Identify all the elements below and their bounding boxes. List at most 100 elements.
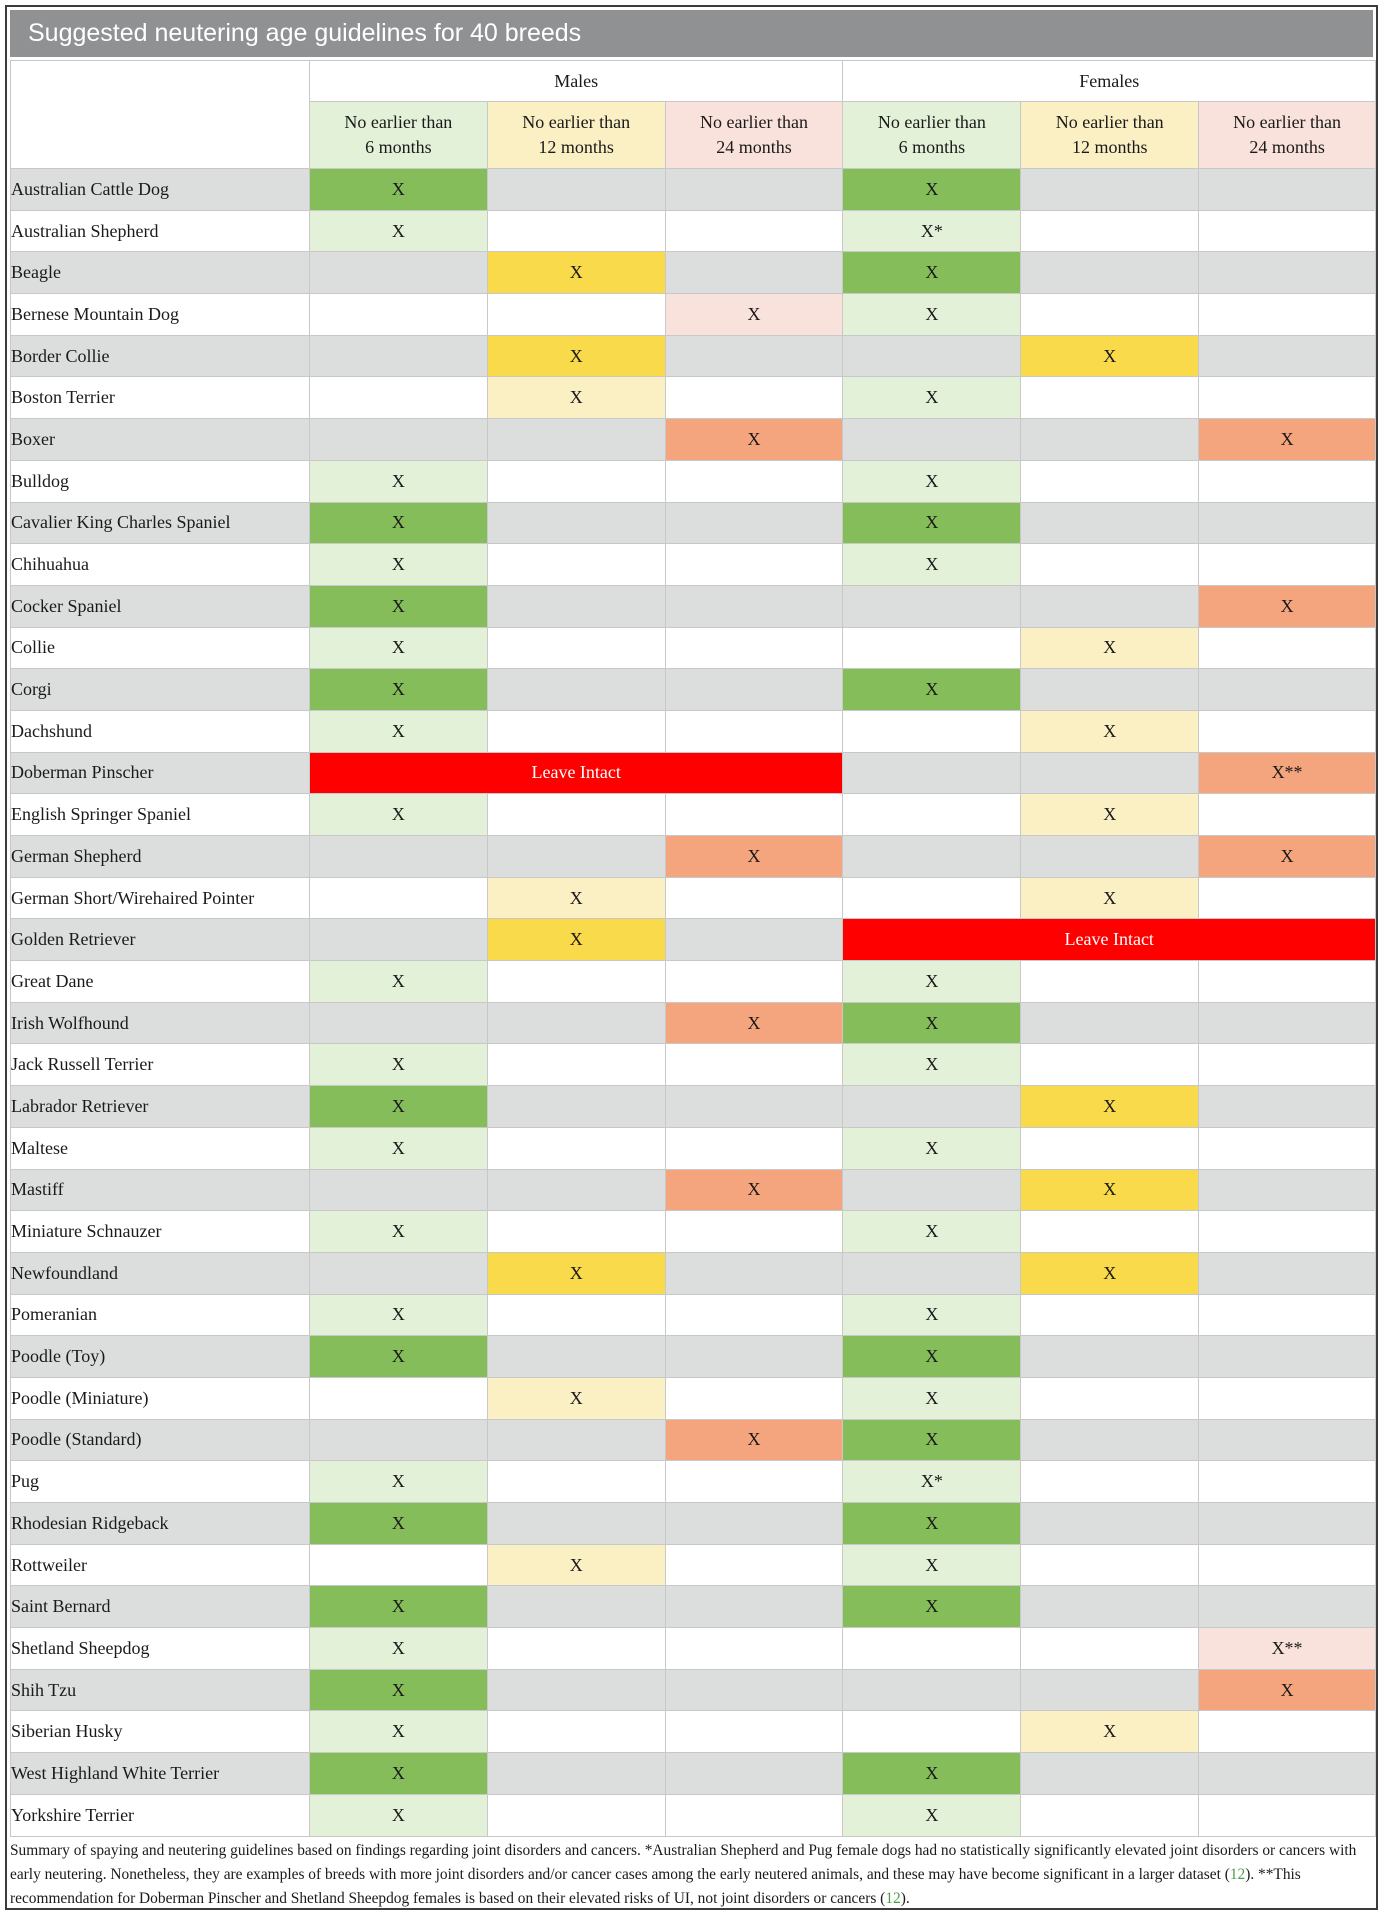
recommendation-cell: X [842,1001,1022,1045]
recommendation-cell [486,1043,666,1087]
recommendation-cell [1198,1168,1376,1212]
recommendation-cell [1198,376,1376,420]
recommendation-cell [1020,251,1200,295]
recommendation-cell [308,418,488,461]
figure-frame: Suggested neutering age guidelines for 4… [5,5,1378,1910]
breed-name: Saint Bernard [10,1585,310,1629]
recommendation-cell: X [842,1126,1022,1170]
recommendation-cell: X [1020,1168,1200,1212]
breed-name: Great Dane [10,960,310,1003]
recommendation-cell: X [664,1001,844,1045]
recommendation-cell [664,1335,844,1378]
recommendation-cell [664,209,844,253]
recommendation-cell [1198,1043,1376,1087]
table-row: Boxer X X [10,418,1376,461]
recommendation-cell [486,543,666,586]
breed-name: Boston Terrier [10,376,310,420]
recommendation-cell [1198,251,1376,295]
recommendation-cell: X [486,376,666,420]
recommendation-cell [486,1001,666,1045]
subheader-line: 24 months [716,137,792,157]
recommendation-cell [308,876,488,920]
recommendation-cell [1198,1251,1376,1295]
recommendation-cell: X [842,960,1022,1003]
recommendation-cell [664,459,844,503]
recommendation-cell [308,334,488,378]
subheader-females-6-months: No earlier than 6 months [842,101,1022,169]
subheader-line: 6 months [365,137,432,157]
subheader-males-6-months: No earlier than 6 months [308,101,488,169]
recommendation-cell: X [1020,793,1200,836]
recommendation-cell [486,960,666,1003]
breed-name: Bernese Mountain Dog [10,293,310,336]
recommendation-cell: X [842,1210,1022,1253]
recommendation-cell [1198,1001,1376,1045]
recommendation-cell: X [1198,835,1376,878]
recommendation-cell: X [486,876,666,920]
recommendation-cell [1198,1543,1376,1587]
recommendation-cell [664,1043,844,1087]
recommendation-cell: X [308,960,488,1003]
table-row: Poodle (Standard) X X [10,1418,1376,1462]
recommendation-cell: X [308,1793,488,1837]
recommendation-cell: X [664,1168,844,1212]
recommendation-cell [486,418,666,461]
recommendation-cell [842,334,1022,378]
recommendation-cell [842,709,1022,753]
recommendation-cell: X [308,1585,488,1629]
subheader-line: 12 months [1071,137,1148,157]
breed-name: Pomeranian [10,1293,310,1337]
table-row: Poodle (Toy) X X [10,1335,1376,1378]
recommendation-cell [486,1710,666,1754]
recommendation-cell: X [308,1293,488,1337]
breed-name: Pug [10,1460,310,1503]
recommendation-cell [486,584,666,628]
recommendation-cell: X [842,1335,1022,1378]
breed-name: English Springer Spaniel [10,793,310,836]
recommendation-cell [664,1210,844,1253]
table-row: Chihuahua X X [10,543,1376,586]
footnote-reference-link[interactable]: 12 [1229,1866,1246,1883]
recommendation-cell [1020,960,1200,1003]
recommendation-cell [1198,793,1376,836]
recommendation-cell [664,1710,844,1754]
table-body: Australian Cattle Dog X X Australian Shephe… [10,168,1376,1837]
breed-name: Mastiff [10,1168,310,1212]
recommendation-cell: X [308,1210,488,1253]
recommendation-cell: X [842,1793,1022,1837]
recommendation-cell: X [842,543,1022,586]
recommendation-cell [486,1793,666,1837]
table-row: Bulldog X X [10,459,1376,503]
recommendation-cell [486,168,666,211]
breed-name: Collie [10,626,310,670]
table-row: Australian Cattle Dog X X [10,168,1376,211]
recommendation-cell [664,793,844,836]
recommendation-cell: X [842,1585,1022,1629]
recommendation-cell [486,626,666,670]
recommendation-cell [1020,751,1200,795]
table-row: Siberian Husky X X [10,1710,1376,1754]
breed-name: Shetland Sheepdog [10,1627,310,1670]
recommendation-cell [1020,1460,1200,1503]
recommendation-cell [308,835,488,878]
table-row: Jack Russell Terrier X X [10,1043,1376,1087]
recommendation-cell: X [1198,1668,1376,1712]
recommendation-cell [486,793,666,836]
recommendation-cell [664,1376,844,1420]
recommendation-cell: X [308,1085,488,1128]
recommendation-cell [1198,459,1376,503]
recommendation-cell: X [486,1376,666,1420]
recommendation-cell: X [308,584,488,628]
recommendation-cell [1198,1126,1376,1170]
table-row: Rhodesian Ridgeback X X [10,1502,1376,1545]
recommendation-cell: X [308,1126,488,1170]
recommendation-cell [664,668,844,711]
recommendation-cell: X** [1198,1627,1376,1670]
breed-name: Chihuahua [10,543,310,586]
recommendation-cell [486,1126,666,1170]
footnote-text-2: ). **This recommendation for Doberman Pi… [10,1866,1301,1907]
footnote-reference-link[interactable]: 12 [885,1890,901,1907]
subheader-line: 12 months [538,137,614,157]
recommendation-cell [1020,835,1200,878]
recommendation-cell [842,1668,1022,1712]
